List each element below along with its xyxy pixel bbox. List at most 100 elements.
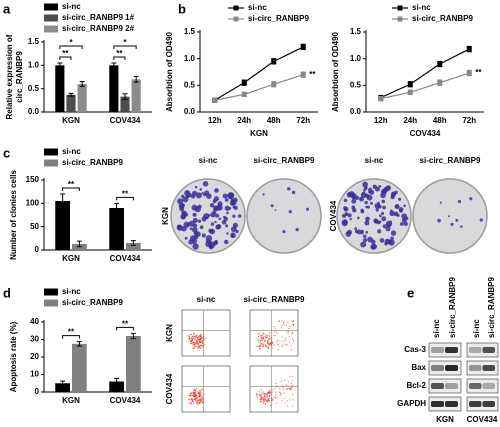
protein-label: Cas-3 xyxy=(404,345,426,354)
point-marker xyxy=(300,44,306,50)
flow-event xyxy=(263,399,265,401)
group-label: KGN xyxy=(436,415,454,424)
colony xyxy=(199,188,203,191)
flow-event xyxy=(268,335,271,337)
x-axis-label: KGN xyxy=(250,129,268,138)
flow-event xyxy=(199,339,201,341)
legend-label: si-circ_RANBP9 xyxy=(62,298,123,307)
flow-event xyxy=(283,392,285,394)
flow-event xyxy=(288,335,290,338)
colony xyxy=(192,212,197,217)
flow-event xyxy=(287,332,289,334)
blot-band xyxy=(482,383,495,389)
flow-event xyxy=(271,398,274,400)
x-tick-label: KGN xyxy=(62,116,80,125)
y-tick-label: 150 xyxy=(26,175,40,184)
colony xyxy=(225,224,229,228)
flow-event xyxy=(274,397,276,399)
flow-event xyxy=(265,393,267,395)
colony xyxy=(226,232,229,235)
y-tick-label: 1.0 xyxy=(184,54,196,63)
flow-event xyxy=(263,396,265,398)
plate-row-label: COV434 xyxy=(329,200,338,231)
flow-event xyxy=(284,337,287,339)
flow-event xyxy=(199,401,201,403)
flow-event xyxy=(260,389,263,391)
colony xyxy=(457,199,461,204)
blot-band xyxy=(482,347,495,353)
flow-event xyxy=(189,402,191,404)
flow-event xyxy=(291,320,293,322)
flow-event xyxy=(262,345,264,348)
x-tick-label: 24h xyxy=(237,116,251,125)
flow-event xyxy=(267,346,269,349)
flow-event xyxy=(198,335,200,337)
error-bar xyxy=(60,193,66,209)
colony xyxy=(343,198,348,203)
flow-row-label: KGN xyxy=(165,324,174,342)
flow-event xyxy=(291,380,293,382)
flow-event xyxy=(265,340,267,342)
flow-event xyxy=(190,340,193,343)
flow-event xyxy=(198,339,200,341)
point-marker xyxy=(437,80,443,86)
plate-column-label: si-circ_RANBP9 xyxy=(254,156,315,165)
flow-row-label: COV434 xyxy=(165,373,174,404)
colony xyxy=(394,204,400,210)
error-bar xyxy=(130,240,136,246)
flow-event xyxy=(274,394,277,396)
flow-event xyxy=(259,340,261,342)
x-tick-label: 72h xyxy=(296,116,310,125)
colony xyxy=(455,218,459,222)
flow-event xyxy=(196,402,198,404)
flow-event xyxy=(190,398,193,400)
flow-event xyxy=(260,342,262,344)
colony xyxy=(362,181,369,188)
flow-event xyxy=(198,399,200,401)
flow-event xyxy=(202,400,204,402)
flow-event xyxy=(262,332,265,334)
bar xyxy=(109,381,124,392)
culture-plate xyxy=(412,178,488,254)
colony xyxy=(194,185,198,189)
protein-label: Bcl-2 xyxy=(406,381,426,390)
colony xyxy=(380,211,385,216)
flow-event xyxy=(192,392,194,394)
flow-event xyxy=(189,333,191,336)
flow-event xyxy=(284,402,286,404)
y-tick-label: 1.5 xyxy=(184,27,196,36)
x-tick-label: 48h xyxy=(433,116,447,125)
flow-event xyxy=(195,396,197,398)
flow-event xyxy=(289,388,291,390)
plate-column-label: si-nc xyxy=(365,156,384,165)
flow-event xyxy=(194,345,197,348)
colony xyxy=(191,204,198,211)
colony xyxy=(288,210,292,214)
flow-event xyxy=(267,339,269,342)
y-tick-label: 0 xyxy=(35,387,40,396)
flow-plot xyxy=(249,365,299,413)
flow-event xyxy=(198,346,200,348)
flow-event xyxy=(202,344,204,346)
flow-event xyxy=(193,346,195,348)
point-marker xyxy=(407,81,413,87)
colony xyxy=(224,239,229,245)
flow-event xyxy=(269,338,271,340)
blot-band xyxy=(482,401,495,407)
flow-event xyxy=(195,388,198,390)
flow-event xyxy=(259,398,261,400)
point-marker xyxy=(466,46,472,52)
series-line xyxy=(380,72,470,100)
flow-event xyxy=(195,400,197,402)
flow-event xyxy=(263,401,265,403)
flow-event xyxy=(194,392,196,394)
colony xyxy=(181,210,186,215)
colony xyxy=(351,198,357,204)
panel-letter: a xyxy=(3,1,11,16)
colony xyxy=(390,230,397,236)
flow-event xyxy=(280,394,282,396)
flow-event xyxy=(255,394,258,396)
colony xyxy=(208,242,215,249)
colony xyxy=(187,222,191,226)
y-tick-label: 1.5 xyxy=(28,37,40,46)
